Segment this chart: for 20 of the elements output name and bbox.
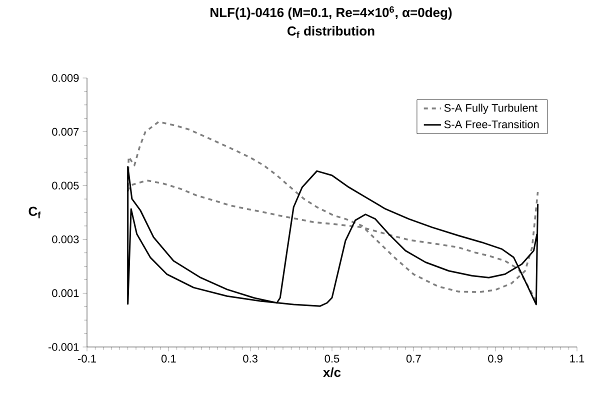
y-axis-title: C$_{f}$	[28, 206, 41, 218]
legend-label: S-A Fully Turbulent	[444, 104, 538, 114]
x-tick-label: 0.5	[324, 354, 340, 363]
y-tick-label: -0.001	[48, 343, 79, 351]
y-tick-label: 0.005	[52, 182, 79, 190]
x-tick-label: 0.9	[488, 354, 502, 363]
x-tick-label: 0.7	[406, 354, 421, 363]
chart-title: NLF(1)-0416 (M=0.1, Re=4×10$^{6}$, α=0deg)	[210, 6, 452, 20]
x-axis-title: x/c	[323, 367, 341, 378]
y-tick-label: 0.003	[52, 236, 79, 244]
chart-subtitle: C$_{f}$ distribution	[288, 26, 374, 38]
y-tick-label: 0.007	[52, 128, 79, 136]
y-tick-label: 0.001	[52, 289, 79, 298]
x-tick-label: 0.1	[161, 354, 176, 363]
legend-label: S-A Free-Transition	[444, 120, 539, 128]
x-tick-label: 1.1	[570, 354, 584, 362]
y-tick-label: 0.009	[52, 74, 79, 82]
line-series	[127, 166, 539, 307]
x-tick-label: 0.3	[243, 354, 258, 363]
x-tick-label: -0.1	[78, 354, 96, 363]
